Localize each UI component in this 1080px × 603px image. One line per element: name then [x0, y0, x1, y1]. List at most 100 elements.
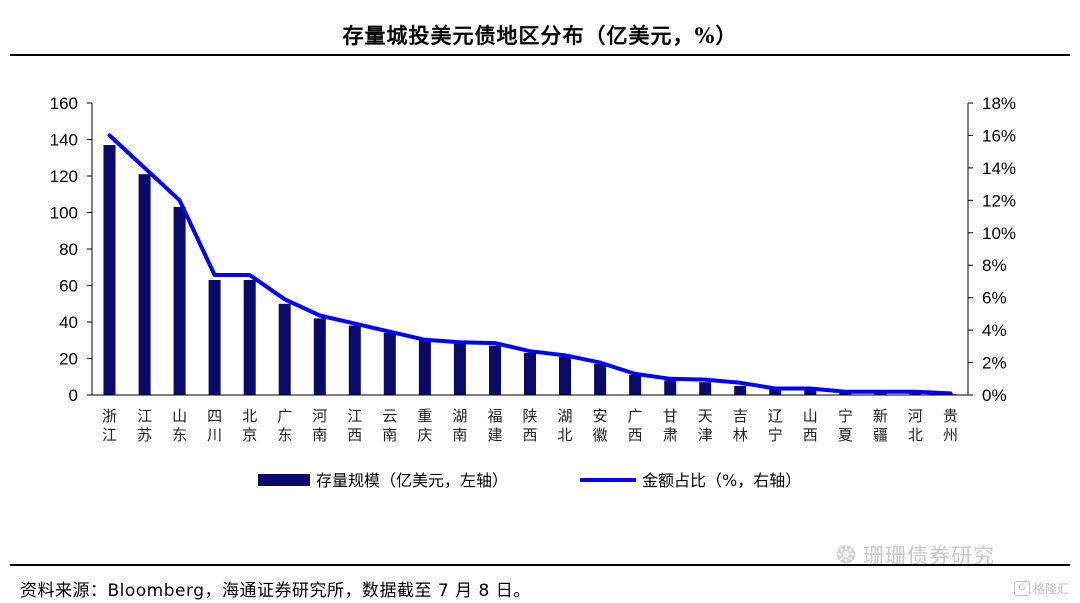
right-tick-label: 12% [982, 191, 1016, 210]
category-label: 苏 [137, 426, 152, 444]
bar-6 [278, 303, 291, 396]
left-tick-label: 20 [59, 350, 78, 369]
right-tick-label: 16% [982, 126, 1016, 145]
right-tick-label: 6% [982, 289, 1007, 308]
source-divider [10, 564, 1070, 566]
title-bar: 存量城投美元债地区分布（亿美元，%） [10, 10, 1070, 56]
category-label: 宁 [838, 407, 853, 425]
category-label: 南 [452, 426, 467, 444]
category-label: 甘 [663, 407, 678, 425]
left-tick-label: 0 [69, 386, 78, 405]
legend-bar-label: 存量规模（亿美元，左轴） [316, 471, 508, 490]
category-label: 北 [908, 426, 923, 444]
bar-19 [734, 385, 747, 395]
left-tick-label: 160 [50, 94, 78, 113]
category-label: 西 [522, 426, 537, 444]
corner-badge-text: 格隆汇 [1033, 582, 1070, 596]
category-label: 津 [698, 426, 713, 444]
left-tick-label: 100 [50, 204, 78, 223]
legend-bar-swatch [258, 474, 310, 486]
category-label: 湖 [452, 407, 467, 425]
category-label: 京 [242, 426, 257, 444]
category-label: 辽 [768, 407, 783, 425]
category-label: 河 [312, 407, 327, 425]
bar-12 [489, 345, 501, 395]
bar-8 [348, 325, 361, 395]
left-tick-label: 140 [50, 131, 78, 150]
category-label: 重 [417, 407, 432, 425]
category-label: 广 [277, 407, 292, 425]
category-label: 江 [347, 407, 362, 425]
category-label: 云 [382, 407, 397, 425]
category-label: 山 [803, 407, 818, 425]
category-label: 疆 [873, 426, 888, 444]
category-label: 江 [137, 407, 152, 425]
bar-2 [138, 174, 151, 395]
category-label: 川 [207, 426, 222, 444]
bar-3 [173, 207, 186, 395]
bar-1 [103, 145, 116, 395]
category-label: 安 [593, 407, 608, 425]
gelonghui-logo-icon: G [1014, 581, 1030, 596]
right-tick-label: 2% [982, 354, 1007, 373]
bar-18 [699, 382, 712, 395]
bar-13 [524, 353, 536, 395]
category-label: 北 [557, 426, 572, 444]
category-label: 西 [347, 426, 362, 444]
category-label: 肃 [663, 426, 678, 444]
left-tick-label: 80 [59, 240, 78, 259]
chart: 0 20 40 60 80 100 120 140 160 0% 2% 4% 6% 8% 10% 12% 14%… [50, 94, 1016, 490]
category-label: 西 [803, 426, 818, 444]
chart-title: 存量城投美元债地区分布（亿美元，%） [342, 23, 738, 48]
right-tick-label: 0% [982, 386, 1007, 405]
wechat-icon: ❂ [836, 541, 858, 569]
category-label: 西 [628, 426, 643, 444]
category-label: 广 [628, 407, 643, 425]
category-label: 四 [207, 407, 222, 425]
bar-17 [664, 380, 677, 395]
bar-11 [453, 343, 466, 395]
bar-4 [208, 280, 221, 395]
bar-9 [383, 332, 396, 395]
right-tick-label: 8% [982, 256, 1007, 275]
right-tick-label: 18% [982, 94, 1016, 113]
share-line [107, 133, 953, 396]
category-label: 江 [102, 426, 117, 444]
category-label: 东 [277, 426, 292, 444]
right-tick-label: 10% [982, 224, 1016, 243]
bar-15 [594, 364, 607, 395]
right-tick-label: 4% [982, 321, 1007, 340]
category-label: 福 [487, 407, 502, 425]
category-label: 天 [698, 407, 713, 425]
category-label: 山 [172, 407, 187, 425]
category-label: 湖 [557, 407, 572, 425]
source-note: 资料来源：Bloomberg，海通证券研究所，数据截至 7 月 8 日。 [20, 581, 531, 601]
left-tick-label: 120 [50, 167, 78, 186]
bar-7 [313, 318, 326, 395]
category-label: 州 [943, 426, 958, 444]
category-label: 贵 [943, 407, 958, 425]
category-label: 徽 [593, 426, 608, 444]
left-tick-label: 60 [59, 277, 78, 296]
category-label: 吉 [733, 407, 748, 425]
category-label: 夏 [838, 426, 853, 444]
category-label: 浙 [102, 407, 117, 425]
category-label: 南 [312, 426, 327, 444]
category-label: 建 [487, 426, 502, 444]
bar-16 [629, 374, 642, 395]
category-label: 南 [382, 426, 397, 444]
category-label: 宁 [768, 426, 783, 444]
category-label: 新 [873, 407, 888, 425]
bar-20 [769, 389, 782, 395]
right-tick-label: 14% [982, 159, 1016, 178]
bar-14 [559, 356, 571, 395]
bar-10 [418, 340, 431, 396]
corner-badge: G 格隆汇 [1014, 580, 1069, 597]
category-label: 河 [908, 407, 923, 425]
category-label: 庆 [417, 426, 432, 444]
category-label: 东 [172, 426, 187, 444]
category-label: 陕 [522, 407, 537, 425]
category-label: 林 [733, 426, 748, 444]
left-tick-label: 40 [59, 313, 78, 332]
category-label: 北 [242, 407, 257, 425]
